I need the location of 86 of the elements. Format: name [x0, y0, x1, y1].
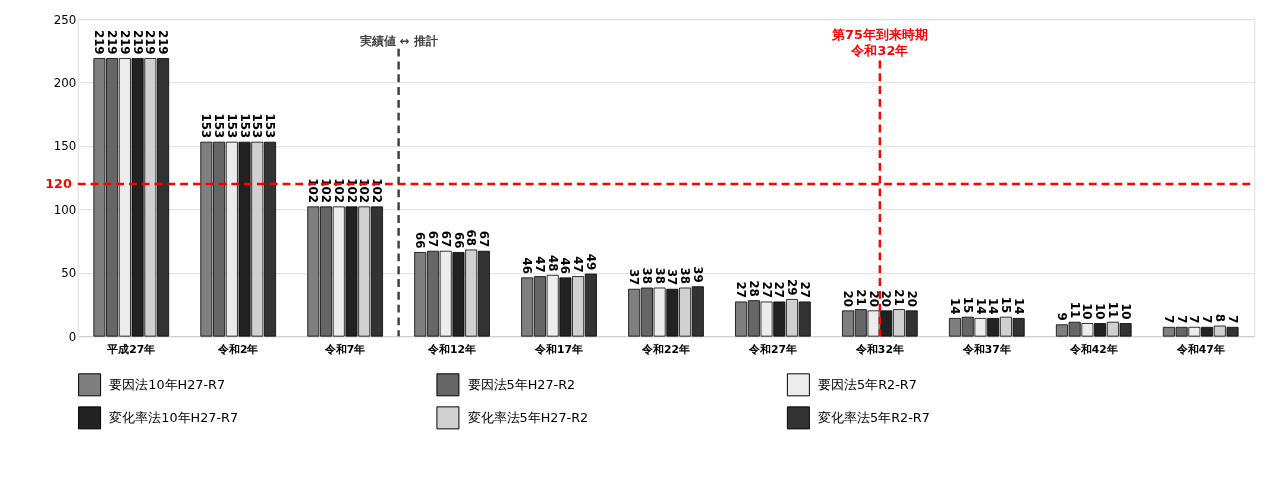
data-label: 219: [156, 29, 171, 55]
data-label: 7: [1225, 315, 1240, 324]
x-tick-label: 令和7年: [323, 343, 366, 357]
data-label: 14: [948, 298, 963, 315]
legend-label: 変化率法5年R2-R7: [818, 409, 930, 425]
data-label: 37: [627, 268, 642, 286]
x-tick-label: 令和37年: [961, 343, 1011, 357]
y-tick-label: 250: [53, 12, 77, 27]
data-label: 9: [1055, 312, 1069, 321]
data-label: 219: [92, 29, 107, 55]
data-label: 15: [998, 296, 1013, 314]
data-label: 11: [1105, 301, 1120, 319]
y-tick-label: 100: [53, 202, 77, 217]
y-tick-label: 50: [61, 266, 77, 281]
data-label: 219: [143, 29, 158, 55]
x-tick-label: 令和47年: [1175, 343, 1225, 357]
x-tick-label: 令和22年: [640, 343, 690, 357]
data-label: 39: [690, 266, 705, 283]
x-tick-label: 令和32年: [854, 343, 904, 357]
data-label: 153: [263, 113, 278, 139]
x-tick-label: 平成27年: [106, 343, 156, 357]
legend-label: 要因法5年R2-R7: [818, 376, 917, 392]
data-label: 28: [746, 280, 761, 297]
data-label: 29: [785, 279, 800, 296]
x-tick-label: 令和2年: [216, 343, 259, 357]
data-label: 68: [464, 229, 479, 247]
x-tick-label: 令和42年: [1068, 343, 1118, 357]
data-label: 27: [734, 281, 749, 298]
data-label: 7: [1174, 315, 1189, 324]
data-label: 38: [639, 267, 654, 285]
data-label: 15: [960, 296, 975, 314]
x-tick-label: 令和12年: [427, 343, 477, 357]
data-label: 67: [438, 230, 453, 248]
data-label: 10: [1093, 303, 1108, 320]
data-label: 38: [678, 267, 693, 285]
data-label: 153: [199, 113, 214, 139]
data-label: 10: [1080, 303, 1095, 320]
data-label: 66: [451, 232, 466, 249]
data-label: 20: [879, 290, 894, 307]
data-label: 21: [892, 289, 907, 306]
data-label: 14: [973, 298, 988, 315]
data-label: 219: [117, 29, 132, 55]
legend-label: 変化率法10年H27-R7: [109, 409, 239, 425]
data-label: 66: [413, 232, 428, 249]
data-label: 20: [866, 290, 881, 307]
data-label: 10: [1118, 303, 1133, 320]
data-label: 153: [250, 113, 265, 139]
ref-line-label: 実績値 ↔ 推計: [358, 33, 438, 48]
data-label: 46: [558, 257, 573, 274]
data-label: 38: [652, 267, 667, 285]
data-label: 47: [533, 256, 547, 273]
data-label: 47: [571, 256, 586, 273]
data-label: 67: [426, 230, 441, 248]
data-label: 48: [545, 254, 560, 272]
x-tick-label: 令和17年: [534, 343, 584, 357]
data-label: 27: [759, 281, 774, 298]
y-tick-label: 0: [68, 329, 77, 344]
data-label: 20: [904, 290, 919, 307]
data-label: 11: [1067, 301, 1082, 319]
data-label: 27: [797, 281, 812, 298]
data-label: 8: [1212, 313, 1227, 323]
y-tick-label: 200: [53, 76, 77, 90]
ref-line-label: 120: [45, 175, 72, 191]
data-label: 219: [130, 29, 145, 55]
x-tick-label: 令和27年: [747, 343, 797, 357]
legend-label: 要因法5年H27-R2: [467, 376, 576, 392]
data-label: 21: [853, 289, 868, 306]
legend-label: 要因法10年H27-R7: [109, 376, 226, 392]
data-label: 27: [772, 281, 787, 298]
data-label: 7: [1187, 315, 1202, 324]
data-label: 153: [237, 113, 252, 139]
data-label: 46: [520, 257, 535, 274]
data-label: 37: [665, 268, 680, 286]
data-label: 14: [986, 298, 1001, 315]
y-tick-label: 150: [53, 139, 77, 154]
data-label: 153: [224, 113, 239, 139]
data-label: 153: [212, 113, 227, 139]
legend-label: 変化率法5年H27-R2: [467, 409, 589, 425]
data-label: 67: [476, 230, 491, 248]
ref-line-label: 第75年到来時期令和32年: [830, 26, 928, 58]
data-label: 49: [583, 253, 598, 271]
data-label: 7: [1200, 315, 1215, 324]
data-label: 14: [1011, 298, 1026, 315]
data-label: 219: [105, 29, 120, 55]
data-label: 20: [841, 290, 856, 307]
data-label: 7: [1161, 315, 1176, 324]
